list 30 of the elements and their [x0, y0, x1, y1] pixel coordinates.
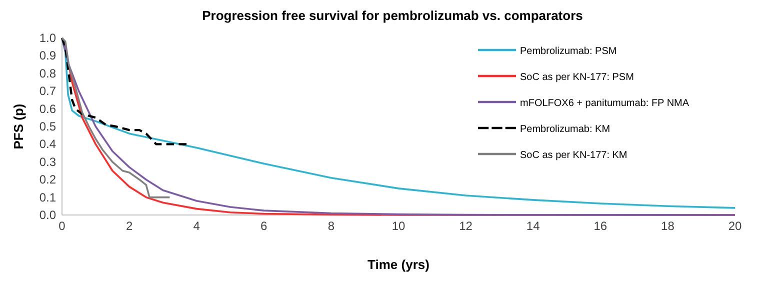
chart-title: Progression free survival for pembrolizumab vs. comparators [202, 8, 583, 23]
y-tick-label: 0.0 [39, 208, 56, 222]
legend-label: Pembrolizumab: KM [520, 124, 610, 135]
y-tick-label: 0.7 [39, 84, 56, 98]
y-axis-title: PFS (p) [11, 104, 26, 150]
x-tick-label: 0 [58, 219, 66, 233]
y-tick-label: 0.6 [39, 102, 56, 116]
x-tick-label: 10 [392, 219, 406, 233]
y-tick-label: 0.2 [39, 172, 56, 187]
x-tick-label: 14 [526, 219, 540, 233]
y-tick-label: 0.5 [39, 120, 56, 134]
legend-label: Pembrolizumab: PSM [520, 46, 617, 57]
y-tick-label: 1.0 [39, 31, 56, 45]
x-tick-label: 2 [126, 219, 133, 233]
x-tick-label: 12 [459, 219, 473, 233]
legend-label: mFOLFOX6 + panitumumab: FP NMA [520, 98, 690, 109]
y-tick-label: 0.4 [39, 137, 56, 152]
y-tick-label: 0.1 [39, 190, 56, 204]
y-tick-label: 0.8 [39, 66, 56, 80]
legend-label: SoC as per KN-177: PSM [520, 72, 634, 83]
x-tick-label: 20 [728, 219, 742, 233]
y-tick-label: 0.3 [39, 154, 56, 169]
x-tick-label: 16 [594, 219, 608, 233]
x-axis-title: Time (yrs) [368, 257, 430, 272]
y-tick-label: 0.9 [39, 48, 56, 63]
legend-label: SoC as per KN-177: KM [520, 150, 628, 161]
x-tick-label: 8 [328, 219, 335, 233]
x-tick-label: 6 [260, 219, 268, 233]
x-tick-label: 18 [661, 219, 675, 233]
x-tick-label: 4 [193, 219, 200, 233]
